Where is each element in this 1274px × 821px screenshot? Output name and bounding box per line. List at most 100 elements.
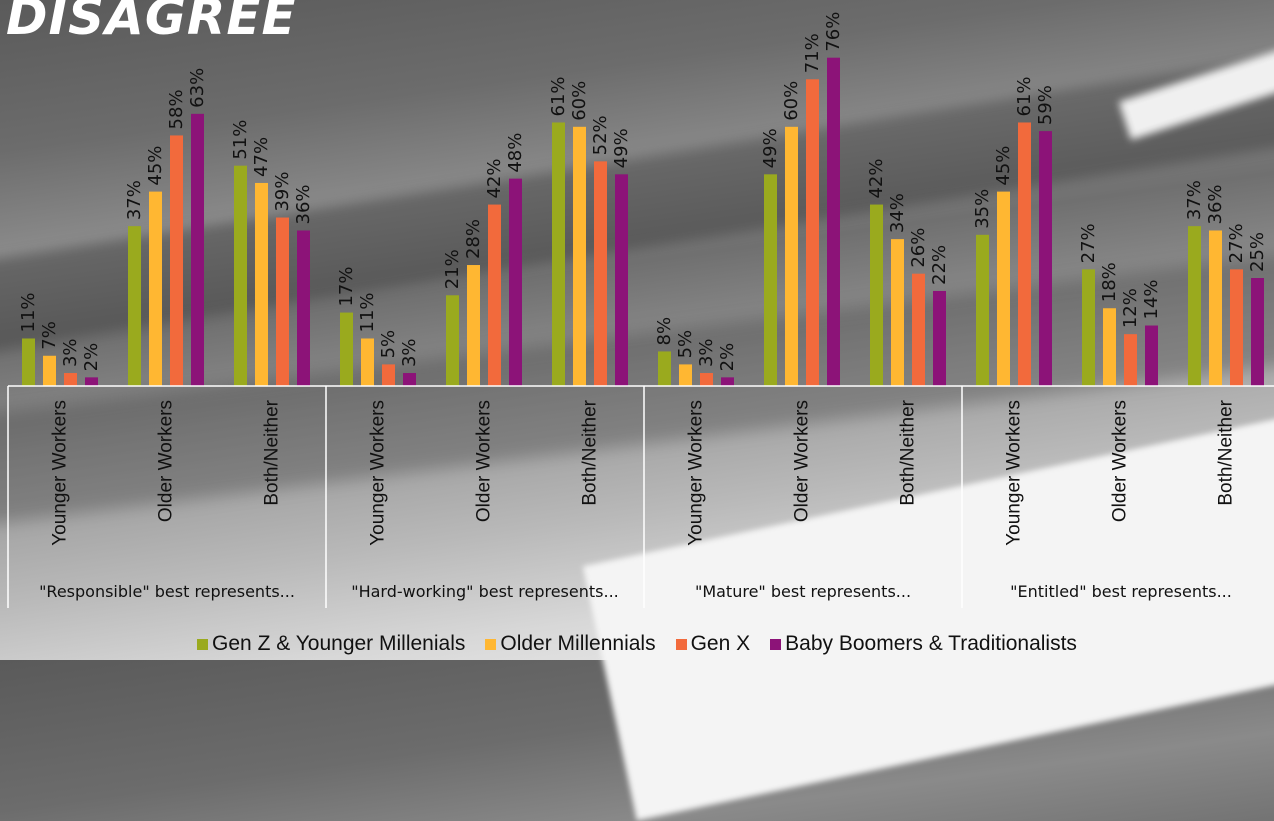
bar (403, 373, 416, 386)
data-label: 27% (1078, 223, 1099, 263)
bar (1188, 226, 1201, 386)
bar-chart: 11%7%3% 2%37%45%58%63%51% 47%39% 36%17%11%5… (18, 11, 1268, 601)
data-label: 63% (187, 68, 208, 108)
bar (255, 182, 268, 386)
data-label: 26% (908, 228, 929, 268)
data-label: 5% (675, 330, 696, 359)
group-label: "Mature" best represents... (695, 582, 911, 601)
bar (361, 338, 374, 386)
bar (1230, 269, 1243, 386)
data-label: 42% (866, 159, 887, 199)
bar (64, 373, 77, 386)
legend-swatch (675, 638, 687, 650)
category-tick-label: Both/Neither (580, 399, 601, 505)
legend-swatch (197, 638, 209, 650)
data-label: 3% (696, 338, 717, 367)
category-tick-label: Both/Neither (898, 399, 919, 505)
bar (85, 377, 98, 386)
bar (509, 178, 522, 386)
bar (382, 364, 395, 386)
data-label: 49% (760, 128, 781, 168)
data-label: 36% (1205, 184, 1226, 224)
category-tick-label: Older Workers (156, 400, 177, 522)
data-label: 34% (887, 193, 908, 233)
bar (933, 290, 946, 386)
data-label: 21% (442, 249, 463, 289)
legend-label: Baby Boomers & Traditionalists (785, 632, 1077, 655)
bar (149, 191, 162, 386)
category-tick-label: Younger Workers (686, 400, 707, 546)
legend-label: Older Millennials (500, 632, 656, 655)
data-label: 48% (505, 133, 526, 173)
bar (785, 126, 798, 387)
legend-item: Gen X (675, 632, 750, 656)
data-label: 39% (272, 172, 293, 212)
group-label: "Hard-working" best represents... (351, 582, 619, 601)
data-label: 22% (929, 245, 950, 285)
data-label: 45% (145, 146, 166, 186)
bar (573, 126, 586, 387)
data-label: 7% (39, 321, 60, 350)
legend-swatch (485, 638, 497, 650)
data-label: 12% (1120, 288, 1141, 328)
bar (22, 338, 35, 386)
bar (700, 373, 713, 386)
chart-legend: Gen Z & Younger Millenials Older Millenni… (0, 632, 1274, 656)
bar (827, 57, 840, 387)
legend-item: Gen Z & Younger Millenials (197, 632, 465, 656)
bar (234, 165, 247, 386)
category-tick-label: Older Workers (792, 400, 813, 522)
bar (658, 351, 671, 386)
bar (128, 226, 141, 386)
data-label: 25% (1247, 232, 1268, 272)
data-label: 14% (1141, 280, 1162, 320)
data-label: 60% (781, 81, 802, 121)
data-label: 49% (611, 128, 632, 168)
bar (276, 217, 289, 386)
data-label: 42% (484, 159, 505, 199)
legend-item: Baby Boomers & Traditionalists (770, 632, 1077, 656)
data-label: 3% (60, 338, 81, 367)
page-title: DISAGREE (6, 0, 297, 46)
bar (446, 295, 459, 386)
bar (806, 79, 819, 386)
group-label: "Entitled" best represents... (1010, 582, 1232, 601)
data-label: 47% (251, 137, 272, 177)
legend-item: Older Millennials (485, 632, 656, 656)
data-label: 2% (81, 343, 102, 372)
category-tick-label: Both/Neither (262, 399, 283, 505)
group-label: "Responsible" best represents... (39, 582, 295, 601)
bar (870, 204, 883, 386)
data-label: 58% (166, 89, 187, 129)
data-label: 2% (717, 343, 738, 372)
bar (552, 122, 565, 386)
bar (976, 234, 989, 386)
data-label: 71% (802, 33, 823, 73)
data-label: 61% (1014, 76, 1035, 116)
data-label: 52% (590, 115, 611, 155)
data-label: 51% (230, 120, 251, 160)
bar (679, 364, 692, 386)
category-tick-label: Both/Neither (1216, 399, 1237, 505)
data-label: 3% (399, 338, 420, 367)
bar (1209, 230, 1222, 386)
data-label: 35% (972, 189, 993, 229)
data-label: 36% (293, 184, 314, 224)
bar (891, 239, 904, 386)
bar (1145, 325, 1158, 386)
bar (170, 135, 183, 386)
bar (1039, 131, 1052, 386)
category-tick-label: Younger Workers (50, 400, 71, 546)
data-label: 8% (654, 317, 675, 346)
bar (297, 230, 310, 386)
data-label: 17% (336, 267, 357, 307)
data-label: 61% (548, 76, 569, 116)
bar (615, 174, 628, 386)
bar (467, 265, 480, 386)
data-label: 11% (357, 292, 378, 332)
bar (1251, 278, 1264, 386)
bar (594, 161, 607, 386)
bar (1018, 122, 1031, 386)
data-label: 60% (569, 81, 590, 121)
bar (1124, 334, 1137, 386)
